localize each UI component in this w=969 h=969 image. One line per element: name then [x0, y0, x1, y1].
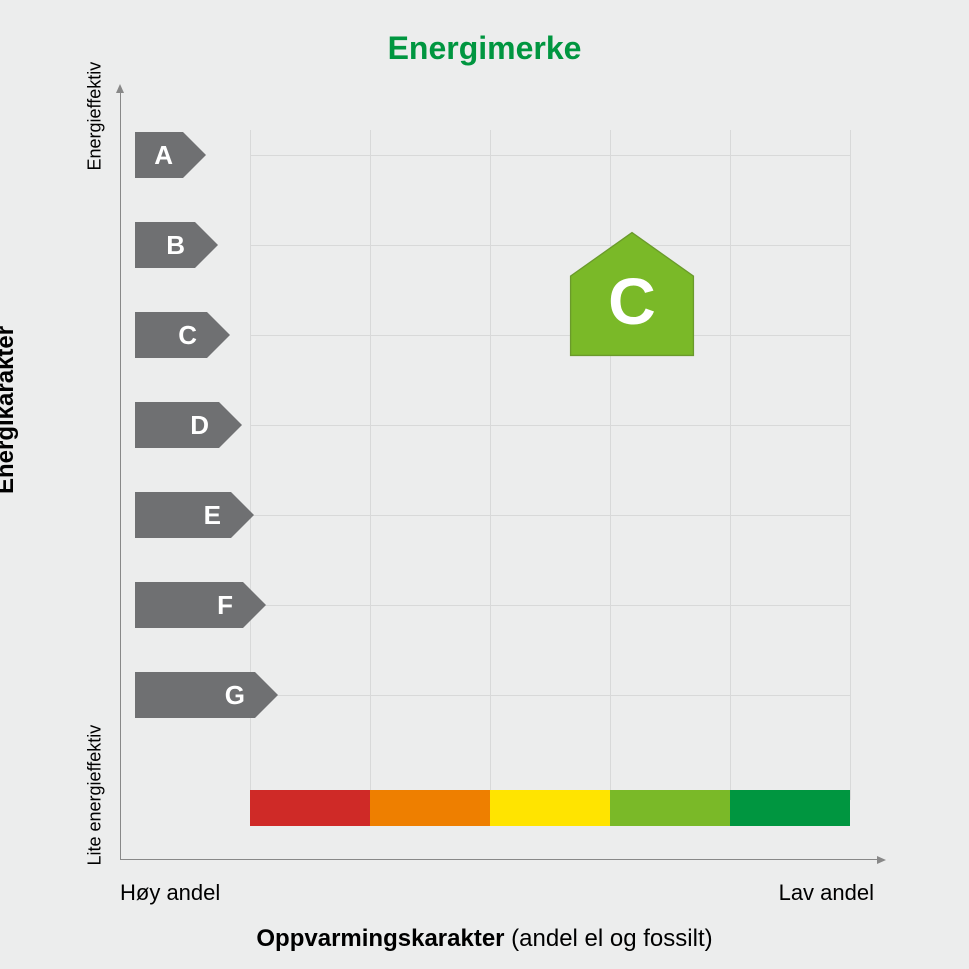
grid-line-horizontal — [250, 425, 850, 426]
energy-rating-letter: C — [568, 268, 696, 334]
x-axis-label: Oppvarmingskarakter (andel el og fossilt… — [0, 925, 969, 953]
grid-line-horizontal — [250, 245, 850, 246]
color-scale — [250, 790, 850, 826]
grade-arrow-e: E — [135, 492, 231, 538]
grid-line-horizontal — [250, 155, 850, 156]
grade-arrow-g: G — [135, 672, 255, 718]
chart-title: Energimerke — [0, 30, 969, 67]
x-axis-arrow-icon — [877, 856, 886, 864]
energy-rating-marker: C — [568, 230, 696, 358]
color-scale-segment — [250, 790, 370, 826]
y-axis-line — [120, 90, 121, 860]
grid-line-horizontal — [250, 605, 850, 606]
x-axis-left-label: Høy andel — [120, 880, 220, 906]
y-axis-bottom-label: Lite energieffektiv — [85, 725, 106, 866]
grid-line-vertical — [370, 130, 371, 800]
y-axis-top-label: Energieffektiv — [85, 62, 106, 171]
color-scale-segment — [370, 790, 490, 826]
grid-line-horizontal — [250, 515, 850, 516]
grid-line-vertical — [850, 130, 851, 800]
grade-arrow-d: D — [135, 402, 219, 448]
grid-line-horizontal — [250, 335, 850, 336]
y-axis-label: Energikarakter — [0, 326, 20, 494]
grade-arrow-f: F — [135, 582, 243, 628]
grid-line-vertical — [730, 130, 731, 800]
x-axis-label-rest: (andel el og fossilt) — [505, 925, 713, 952]
chart-area: ABCDEFG C — [120, 90, 880, 860]
grid-line-horizontal — [250, 695, 850, 696]
grade-arrow-c: C — [135, 312, 207, 358]
x-axis-label-bold: Oppvarmingskarakter — [256, 925, 504, 952]
y-axis-arrow-icon — [116, 84, 124, 93]
grade-arrow-b: B — [135, 222, 195, 268]
x-axis-line — [120, 859, 880, 860]
grade-arrow-a: A — [135, 132, 183, 178]
color-scale-segment — [610, 790, 730, 826]
grid-line-vertical — [490, 130, 491, 800]
x-axis-right-label: Lav andel — [779, 880, 874, 906]
color-scale-segment — [490, 790, 610, 826]
color-scale-segment — [730, 790, 850, 826]
